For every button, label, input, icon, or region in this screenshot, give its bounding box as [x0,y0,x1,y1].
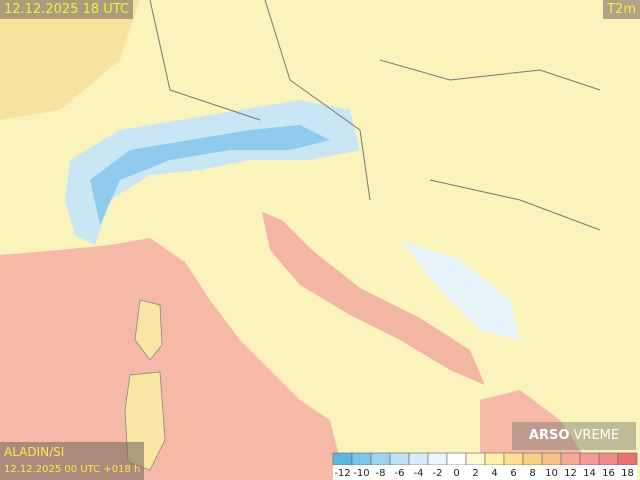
scale-label: 16 [602,468,615,479]
scale-swatch [332,452,353,466]
scale-label-bg [428,465,447,480]
scale-swatch [389,452,410,466]
scale-label-bg [466,465,485,480]
scale-label: 4 [491,468,497,479]
scale-swatch [541,452,562,466]
scale-swatch [560,452,581,466]
scale-label: -6 [395,468,405,479]
sea-west [0,238,345,480]
field-name: T2m [603,0,640,19]
scale-label-bg [561,465,580,480]
scale-label: -12 [334,468,350,479]
run-time: 12.12.2025 00 UTC +018 h [4,464,141,475]
logo-light: VREME [573,428,620,443]
sea-adriatic [262,212,485,385]
scale-label-bg [371,465,390,480]
scale-label: 0 [453,468,459,479]
scale-label-bg [485,465,504,480]
scale-label: 10 [545,468,558,479]
scale-label: -4 [414,468,424,479]
model-name: ALADIN/SI [4,445,65,459]
scale-label: 6 [510,468,516,479]
island-corsica [134,299,163,361]
scale-label: 14 [583,468,596,479]
scale-swatch [503,452,524,466]
scale-label: -10 [353,468,369,479]
logo-bold: ARSO [528,428,570,443]
scale-swatch [408,452,429,466]
alps-colder [90,125,330,225]
scale-label-bg [542,465,561,480]
scale-label-bg [580,465,599,480]
color-scale: -12 -10 -8 -6 -4 -2 0 2 4 6 8 10 12 14 16 18 [332,452,638,480]
scale-swatch [370,452,391,466]
scale-swatch [427,452,448,466]
dinaric-cold [400,240,520,340]
scale-label: 8 [529,468,535,479]
scale-swatch [522,452,543,466]
scale-swatch [598,452,619,466]
scale-label-bg [504,465,523,480]
scale-swatch [351,452,372,466]
scale-label: -2 [433,468,443,479]
scale-label-bg [599,465,618,480]
scale-label-bg [352,465,371,480]
scale-label: -8 [376,468,386,479]
scale-label-bg [523,465,542,480]
scale-label-bg [447,465,466,480]
land-warm [0,0,140,120]
scale-label: 12 [564,468,577,479]
scale-swatch [579,452,600,466]
scale-label: 2 [472,468,478,479]
scale-label-bg [390,465,409,480]
scale-label-bg [618,465,637,480]
scale-label: 18 [621,468,634,479]
scale-swatch [446,452,467,466]
logo: ARSO VREME [512,422,636,450]
scale-label-bg [333,465,352,480]
borders [149,0,601,231]
model-info: ALADIN/SI 12.12.2025 00 UTC +018 h [0,442,145,480]
scale-swatch [484,452,505,466]
scale-swatch [617,452,638,466]
scale-swatch [465,452,486,466]
scale-label-bg [409,465,428,480]
valid-time: 12.12.2025 18 UTC [0,0,134,19]
